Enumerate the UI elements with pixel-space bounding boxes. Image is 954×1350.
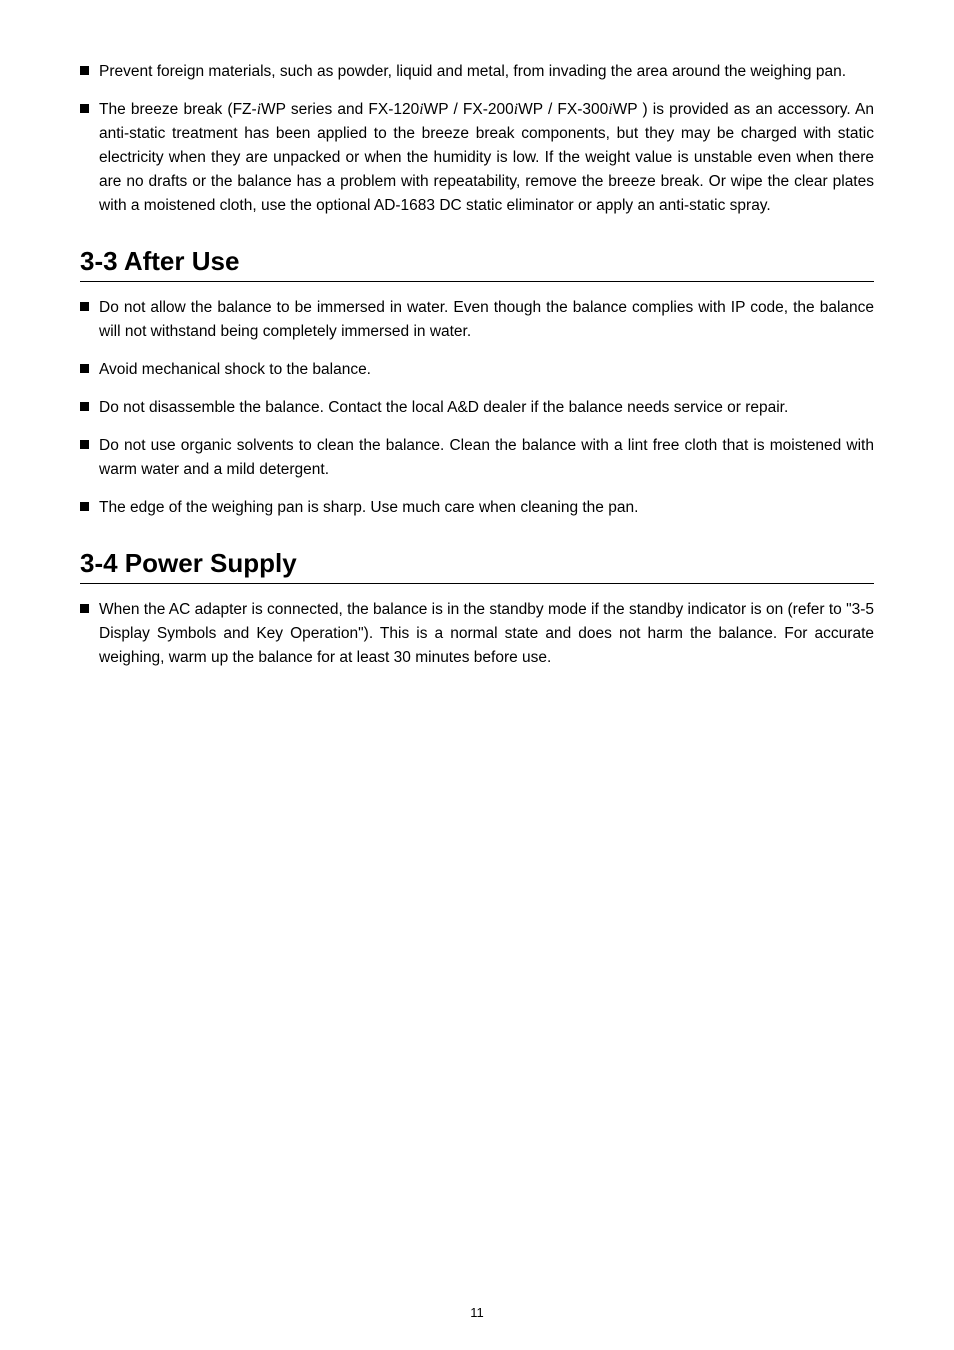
list-item: Do not allow the balance to be immersed … [80,296,874,344]
list-item: Do not disassemble the balance. Contact … [80,396,874,420]
document-page: Prevent foreign materials, such as powde… [0,0,954,1350]
list-item: The edge of the weighing pan is sharp. U… [80,496,874,520]
bullet-text: Do not use organic solvents to clean the… [99,434,874,482]
heading-rule [80,583,874,584]
bullet-square-icon [80,440,89,449]
bullet-text: Do not disassemble the balance. Contact … [99,396,874,420]
list-item: Do not use organic solvents to clean the… [80,434,874,482]
bullet-text: The edge of the weighing pan is sharp. U… [99,496,874,520]
heading-rule [80,281,874,282]
list-item: The breeze break (FZ-iWP series and FX-1… [80,98,874,218]
list-item: When the AC adapter is connected, the ba… [80,598,874,670]
section-heading-power-supply: 3-4 Power Supply [80,548,874,579]
list-item: Prevent foreign materials, such as powde… [80,60,874,84]
bullet-square-icon [80,604,89,613]
bullet-square-icon [80,364,89,373]
bullet-text: Avoid mechanical shock to the balance. [99,358,874,382]
bullet-text: The breeze break (FZ-iWP series and FX-1… [99,98,874,218]
page-number: 11 [0,1305,954,1320]
list-item: Avoid mechanical shock to the balance. [80,358,874,382]
bullet-text: When the AC adapter is connected, the ba… [99,598,874,670]
bullet-square-icon [80,502,89,511]
bullet-square-icon [80,402,89,411]
bullet-square-icon [80,104,89,113]
bullet-square-icon [80,66,89,75]
bullet-text: Prevent foreign materials, such as powde… [99,60,874,84]
section-heading-after-use: 3-3 After Use [80,246,874,277]
bullet-square-icon [80,302,89,311]
bullet-text: Do not allow the balance to be immersed … [99,296,874,344]
